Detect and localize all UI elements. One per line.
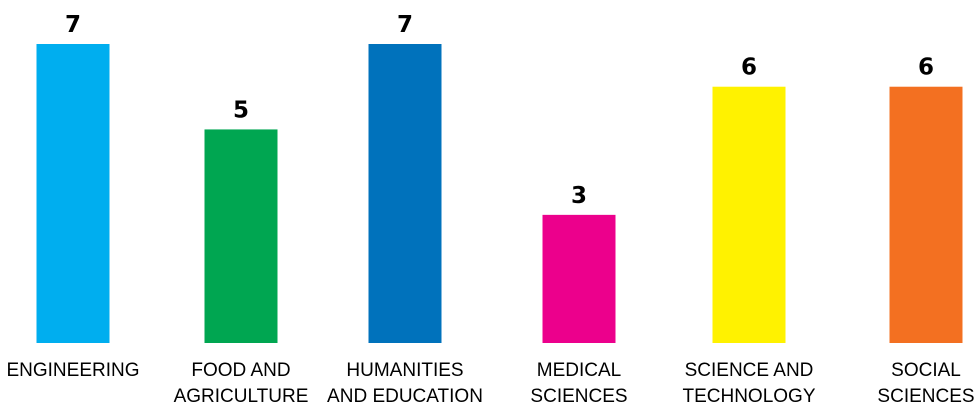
category-label-line: SCIENCE AND bbox=[685, 360, 814, 381]
bar-food-and-agriculture bbox=[204, 129, 278, 343]
value-label-humanities-and-education: 7 bbox=[397, 12, 413, 38]
category-label-line: SCIENCES bbox=[877, 386, 974, 404]
category-label-social-sciences: SOCIAL SCIENCES bbox=[877, 360, 974, 404]
bar-science-and-technology bbox=[712, 86, 786, 343]
bar-social-sciences bbox=[889, 86, 963, 343]
bars-group bbox=[36, 44, 963, 343]
category-label-line: AND EDUCATION bbox=[327, 386, 483, 404]
value-label-medical-sciences: 3 bbox=[571, 183, 587, 209]
bar-medical-sciences bbox=[542, 214, 616, 343]
category-label-line: ENGINEERING bbox=[6, 360, 139, 381]
category-label-line: SOCIAL bbox=[891, 360, 961, 381]
value-label-social-sciences: 6 bbox=[918, 55, 934, 81]
category-label-line: HUMANITIES bbox=[346, 360, 463, 381]
category-label-line: TECHNOLOGY bbox=[682, 386, 815, 404]
category-label-line: SCIENCES bbox=[530, 386, 627, 404]
bar-humanities-and-education bbox=[368, 44, 442, 343]
value-label-food-and-agriculture: 5 bbox=[233, 97, 249, 123]
category-label-line: FOOD AND bbox=[191, 360, 290, 381]
category-label-science-and-technology: SCIENCE AND TECHNOLOGY bbox=[682, 360, 815, 404]
value-labels-group: 7 5 7 3 6 6 bbox=[65, 12, 934, 209]
value-label-science-and-technology: 6 bbox=[741, 55, 757, 81]
category-label-medical-sciences: MEDICAL SCIENCES bbox=[530, 360, 627, 404]
category-label-humanities-and-education: HUMANITIES AND EDUCATION bbox=[327, 360, 483, 404]
category-label-food-and-agriculture: FOOD AND AGRICULTURE bbox=[174, 360, 309, 404]
bar-engineering bbox=[36, 44, 110, 343]
category-label-line: AGRICULTURE bbox=[174, 386, 309, 404]
category-label-line: MEDICAL bbox=[537, 360, 621, 381]
category-label-engineering: ENGINEERING bbox=[6, 360, 139, 381]
category-labels-group: ENGINEERING FOOD AND AGRICULTURE HUMANITIES… bbox=[6, 360, 974, 404]
value-label-engineering: 7 bbox=[65, 12, 81, 38]
